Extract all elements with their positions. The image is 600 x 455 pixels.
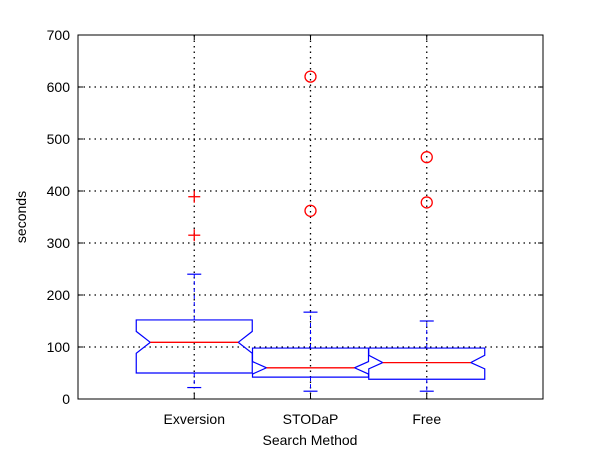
plot-layer [135, 70, 486, 392]
x-tick-label: Exversion [164, 411, 225, 427]
y-tick-label: 0 [62, 391, 70, 407]
box-exversion [135, 190, 253, 389]
y-tick-label: 500 [47, 131, 71, 147]
y-tick-label: 200 [47, 287, 71, 303]
y-tick-label: 600 [47, 79, 71, 95]
outlier-circle [420, 151, 433, 164]
outlier-plus [188, 229, 201, 242]
axis-layer: 0 100 200 300 400 500 600 700 Exversion STODaP Fre… [47, 27, 543, 427]
outlier-circle [420, 196, 433, 209]
x-tick-label: STODaP [283, 411, 339, 427]
outlier-plus [188, 190, 201, 203]
y-tick-label: 700 [47, 27, 71, 43]
y-axis-label: seconds [13, 191, 29, 243]
x-tick-label: Free [412, 411, 441, 427]
notched-box [368, 347, 486, 380]
x-axis-label: Search Method [263, 432, 358, 448]
y-tick-label: 100 [47, 339, 71, 355]
y-tick-label: 300 [47, 235, 71, 251]
y-tick-label: 400 [47, 183, 71, 199]
outlier-circle [304, 204, 317, 217]
box-free [368, 151, 486, 392]
notched-box [251, 347, 370, 378]
outlier-circle [304, 70, 317, 83]
grid-layer [78, 35, 543, 399]
notched-box [135, 319, 253, 374]
